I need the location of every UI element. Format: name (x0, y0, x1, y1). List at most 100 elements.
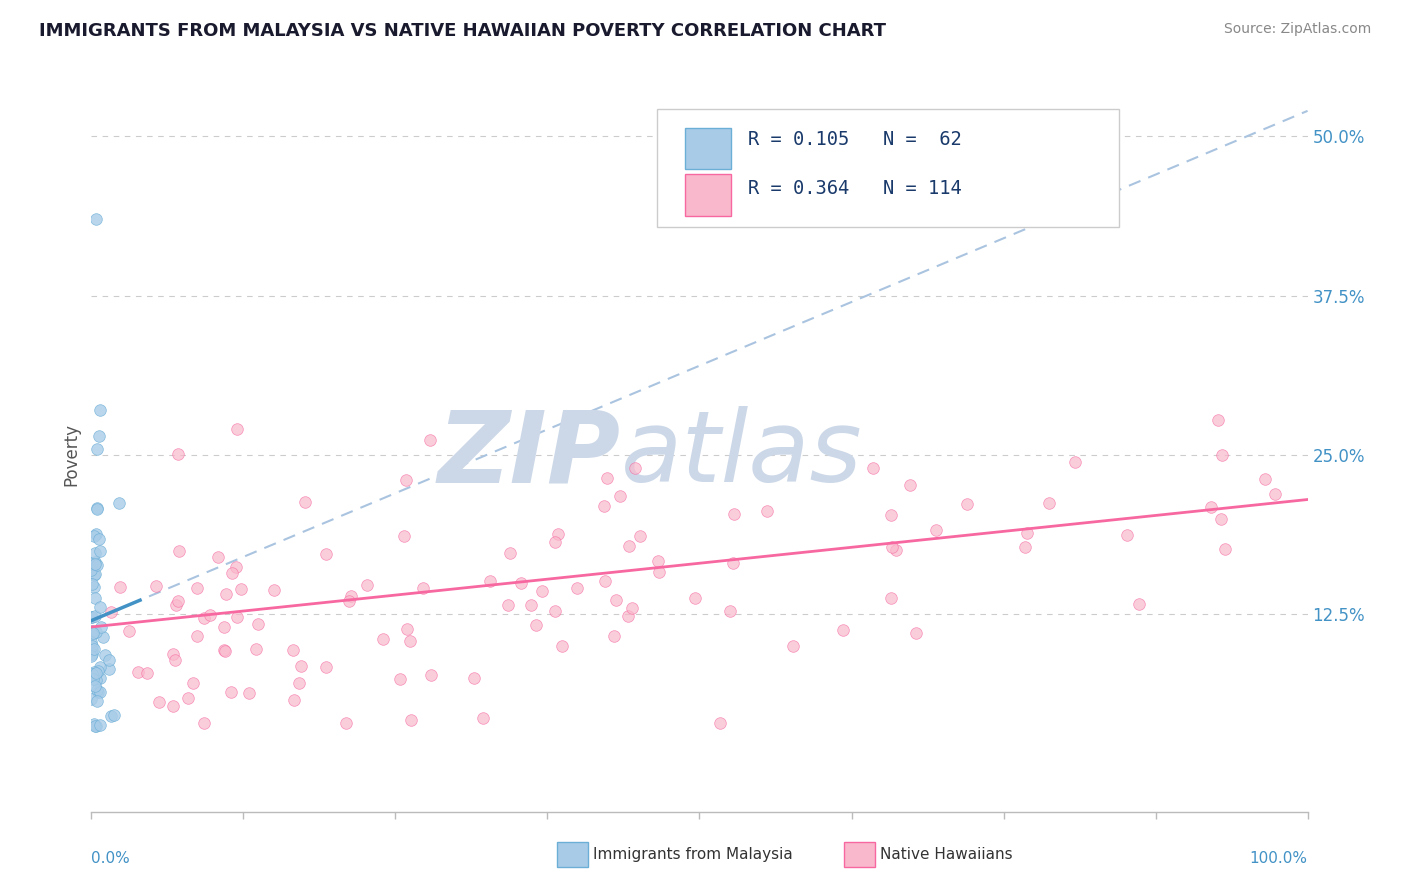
Point (315, 660, 337, 674)
Point (283, 693, 305, 707)
Point (80, 640, 103, 654)
Point (89, 671, 111, 685)
Point (87, 685, 110, 699)
Text: atlas: atlas (620, 407, 862, 503)
Point (226, 422, 249, 436)
Point (84, 212, 107, 227)
Point (219, 684, 242, 698)
Point (544, 604, 567, 618)
Point (263, 583, 285, 598)
Point (86, 683, 108, 698)
Point (565, 581, 588, 595)
Point (83, 528, 105, 542)
Point (83, 580, 105, 594)
Point (225, 560, 247, 574)
Point (388, 672, 411, 686)
Point (80, 667, 103, 681)
Point (880, 540, 903, 554)
Point (84, 591, 107, 606)
Point (100, 709, 122, 723)
Point (89, 660, 111, 674)
Point (1038, 496, 1060, 510)
Point (98, 653, 121, 667)
Point (880, 591, 903, 605)
Point (472, 711, 495, 725)
Point (212, 643, 235, 657)
Point (84, 719, 107, 733)
Point (100, 605, 122, 619)
Point (900, 478, 922, 492)
Point (955, 497, 977, 511)
Point (1199, 500, 1222, 515)
Point (89, 718, 111, 732)
FancyBboxPatch shape (685, 128, 731, 169)
Point (602, 629, 624, 643)
Point (212, 620, 235, 634)
Point (145, 579, 167, 593)
Point (91, 630, 114, 644)
Point (519, 598, 541, 612)
Point (80, 609, 103, 624)
Point (198, 608, 221, 623)
Text: 100.0%: 100.0% (1250, 851, 1308, 866)
Point (229, 582, 252, 596)
Point (148, 695, 170, 709)
Point (340, 589, 363, 603)
Point (399, 714, 422, 728)
Point (87, 429, 110, 443)
Point (103, 708, 125, 723)
Point (177, 690, 200, 705)
Point (89, 685, 111, 699)
Point (89, 544, 111, 558)
Point (193, 611, 215, 625)
Point (648, 566, 671, 580)
Point (609, 489, 631, 503)
Point (831, 624, 853, 638)
Point (118, 624, 141, 638)
Point (80, 627, 103, 641)
Point (721, 556, 744, 570)
Point (288, 675, 311, 690)
Point (84, 665, 107, 680)
Point (82, 577, 104, 591)
Point (547, 526, 569, 541)
Point (80, 624, 103, 638)
Point (110, 580, 132, 594)
Point (399, 634, 422, 648)
Text: Native Hawaiians: Native Hawaiians (880, 847, 1012, 862)
Point (82, 672, 104, 686)
Point (904, 625, 927, 640)
Point (709, 715, 731, 730)
Point (80, 692, 103, 706)
Point (718, 604, 741, 618)
Point (395, 622, 418, 636)
Point (162, 647, 184, 661)
Y-axis label: Poverty: Poverty (62, 424, 80, 486)
FancyBboxPatch shape (685, 175, 731, 216)
Point (879, 508, 901, 522)
Point (84, 608, 107, 623)
Point (86, 558, 108, 572)
Point (86, 442, 108, 456)
Point (80, 556, 103, 570)
Point (544, 535, 567, 549)
Point (1017, 525, 1039, 540)
Point (592, 499, 614, 513)
Point (499, 546, 522, 560)
Point (925, 524, 948, 538)
Point (86, 526, 108, 541)
Text: Source: ZipAtlas.com: Source: ZipAtlas.com (1223, 22, 1371, 37)
Point (87, 532, 110, 546)
Point (335, 715, 357, 730)
Point (83, 546, 105, 560)
Point (412, 581, 434, 595)
Point (294, 495, 316, 509)
Point (84, 566, 107, 581)
Point (1213, 541, 1236, 556)
Point (84, 624, 107, 639)
Point (551, 639, 574, 653)
Point (394, 529, 416, 543)
Point (215, 587, 238, 601)
Point (723, 508, 745, 522)
Point (207, 549, 229, 564)
